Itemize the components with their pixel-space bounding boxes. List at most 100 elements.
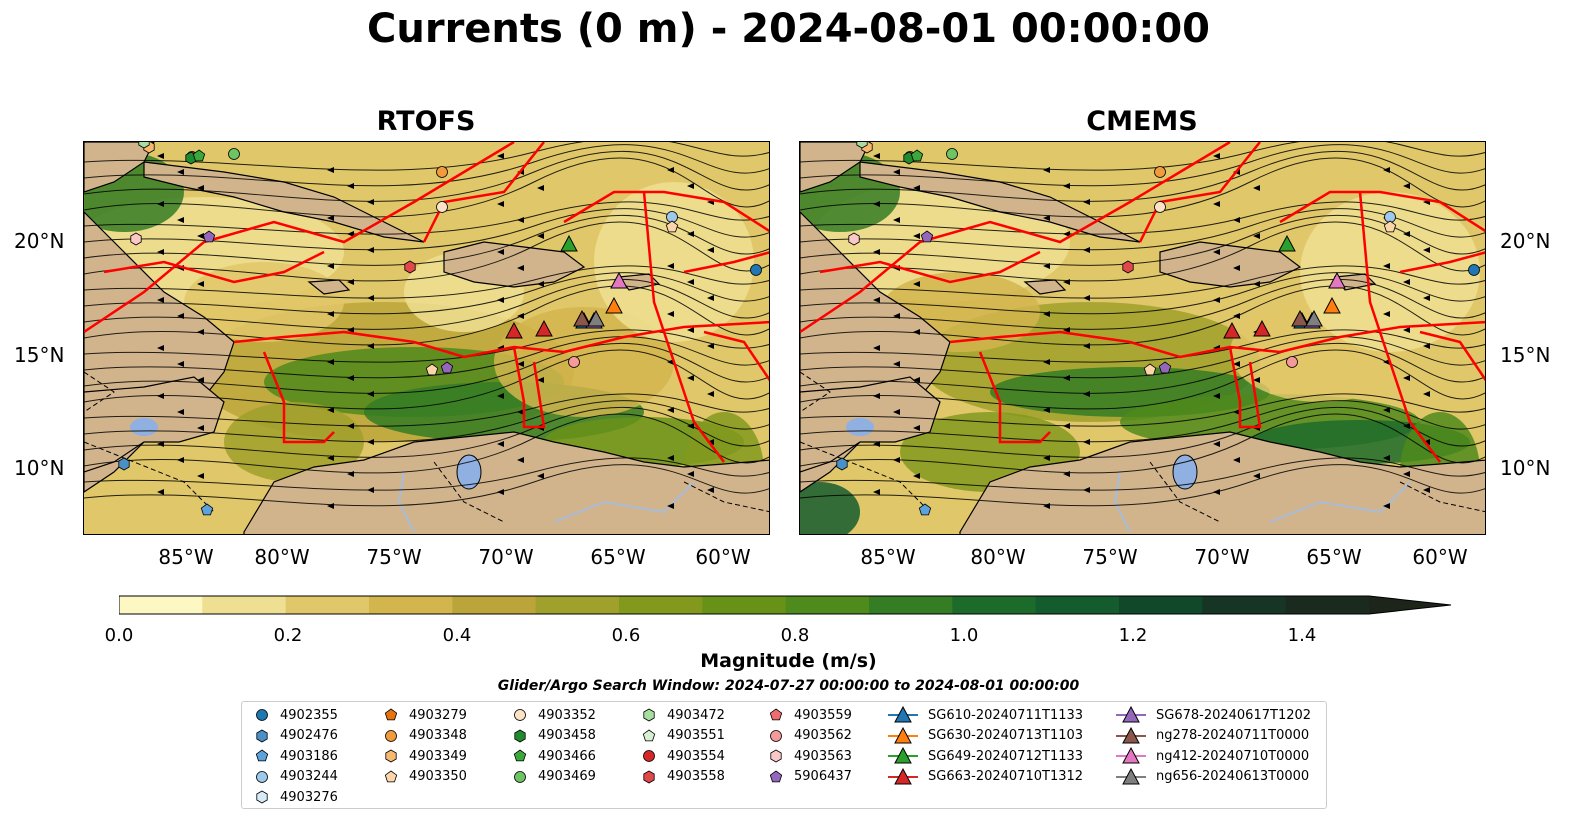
legend-marker-icon (514, 709, 526, 721)
legend-marker-icon (769, 770, 783, 782)
colorbar-segment (535, 596, 620, 614)
streamline-arrow (893, 169, 900, 175)
streamline-arrow (197, 185, 204, 191)
legend-item: SG678-20240617T1202 (1116, 706, 1311, 724)
country-border (433, 461, 505, 523)
streamline-arrow (1213, 441, 1220, 447)
streamline-arrow (893, 217, 900, 223)
streamline-arrow (1063, 183, 1070, 189)
streamline (84, 457, 769, 491)
streamline-arrow (1383, 311, 1390, 317)
legend-marker-icon (256, 709, 268, 721)
observation-marker (425, 363, 439, 376)
lake (130, 418, 158, 436)
legend-label: 4903466 (538, 748, 596, 764)
colorbar-segment (869, 596, 953, 614)
streamline-arrow (157, 153, 164, 159)
observation-marker (1122, 260, 1134, 274)
streamline-arrow (893, 409, 900, 415)
streamline-arrow (687, 327, 694, 333)
streamline (800, 151, 1485, 202)
streamline-arrow (367, 439, 374, 445)
streamline (800, 279, 1485, 330)
observation-marker (404, 260, 416, 274)
legend-marker-icon (643, 708, 655, 722)
streamline-arrow (157, 489, 164, 495)
legend-marker-icon (384, 708, 398, 721)
legend-item: 4903563 (768, 747, 852, 765)
colorbar-segment (952, 596, 1037, 614)
colorbar-tick: 1.0 (949, 625, 979, 646)
lon-label: 65°W (590, 545, 646, 569)
country-border (1149, 461, 1221, 523)
eez-boundary (262, 351, 335, 444)
legend-item: 4902355 (254, 706, 338, 724)
streamline (800, 329, 1485, 363)
observation-marker (1223, 321, 1241, 339)
legend-item: 4903349 (383, 747, 467, 765)
observation-marker (856, 142, 868, 149)
legend-marker-icon (769, 708, 783, 721)
streamline-arrow (327, 215, 334, 221)
streamline (84, 279, 769, 330)
streamline (84, 464, 769, 507)
colorbar-segment (285, 596, 370, 614)
streamline-arrow (157, 441, 164, 447)
streamline-arrow (1043, 407, 1050, 413)
streamline (800, 265, 1485, 299)
colorbar-tick: 0.6 (611, 625, 641, 646)
legend-label: 4903551 (667, 728, 725, 743)
observation-marker (1323, 296, 1341, 314)
eez-boundary (949, 320, 1485, 359)
streamline-arrow (873, 297, 880, 303)
streamline (84, 157, 769, 218)
lon-label: 85°W (158, 545, 214, 569)
lon-label: 70°W (478, 545, 534, 569)
colorbar-tick: 1.4 (1287, 625, 1317, 646)
streamline-arrow (197, 425, 204, 431)
streamline-arrow (1063, 327, 1070, 333)
legend-label: 4903554 (667, 748, 725, 764)
streamline-arrow (367, 295, 374, 301)
streamline-arrow (1253, 473, 1260, 479)
streamline-arrow (873, 153, 880, 159)
observation-marker (836, 457, 848, 471)
streamline-arrow (1083, 343, 1090, 349)
observation-marker (587, 309, 605, 327)
streamline-arrow (1213, 489, 1220, 495)
legend-label: SG678-20240617T1202 (1156, 707, 1312, 723)
panel-title-cmems: CMEMS (1086, 106, 1198, 137)
eez-boundary (1358, 191, 1441, 463)
observation-marker (750, 264, 762, 276)
legend-label: 4903558 (667, 769, 725, 784)
streamline-arrow (873, 489, 880, 495)
streamline-arrow (1403, 375, 1410, 381)
streamline-arrow (667, 455, 674, 461)
streamline-arrow (1233, 409, 1240, 415)
legend-label: 4903562 (794, 728, 852, 743)
legend-marker-icon (888, 726, 918, 743)
legend-label: SG630-20240713T1103 (928, 728, 1084, 743)
lon-label: 75°W (366, 545, 422, 569)
streamline-arrow (367, 343, 374, 349)
streamline (800, 272, 1485, 315)
streamline (800, 393, 1485, 427)
colorbar-segment (702, 596, 787, 614)
observation-marker (1383, 220, 1397, 233)
legend-label: 4902476 (280, 728, 338, 743)
streamline (84, 336, 769, 379)
streamline-arrow (347, 423, 354, 429)
legend-item: 4903466 (512, 747, 596, 765)
streamline (800, 157, 1485, 218)
streamline-arrow (1383, 455, 1390, 461)
streamline-arrow (1063, 279, 1070, 285)
country-border (84, 371, 115, 413)
streamline (800, 201, 1485, 235)
streamline-arrow (1083, 391, 1090, 397)
streamline-arrow (1233, 457, 1240, 463)
streamline-arrow (327, 503, 334, 509)
streamline-arrow (497, 249, 504, 255)
streamline-arrow (197, 281, 204, 287)
legend-marker-icon (514, 770, 526, 783)
legend-item: 4903276 (254, 788, 338, 806)
